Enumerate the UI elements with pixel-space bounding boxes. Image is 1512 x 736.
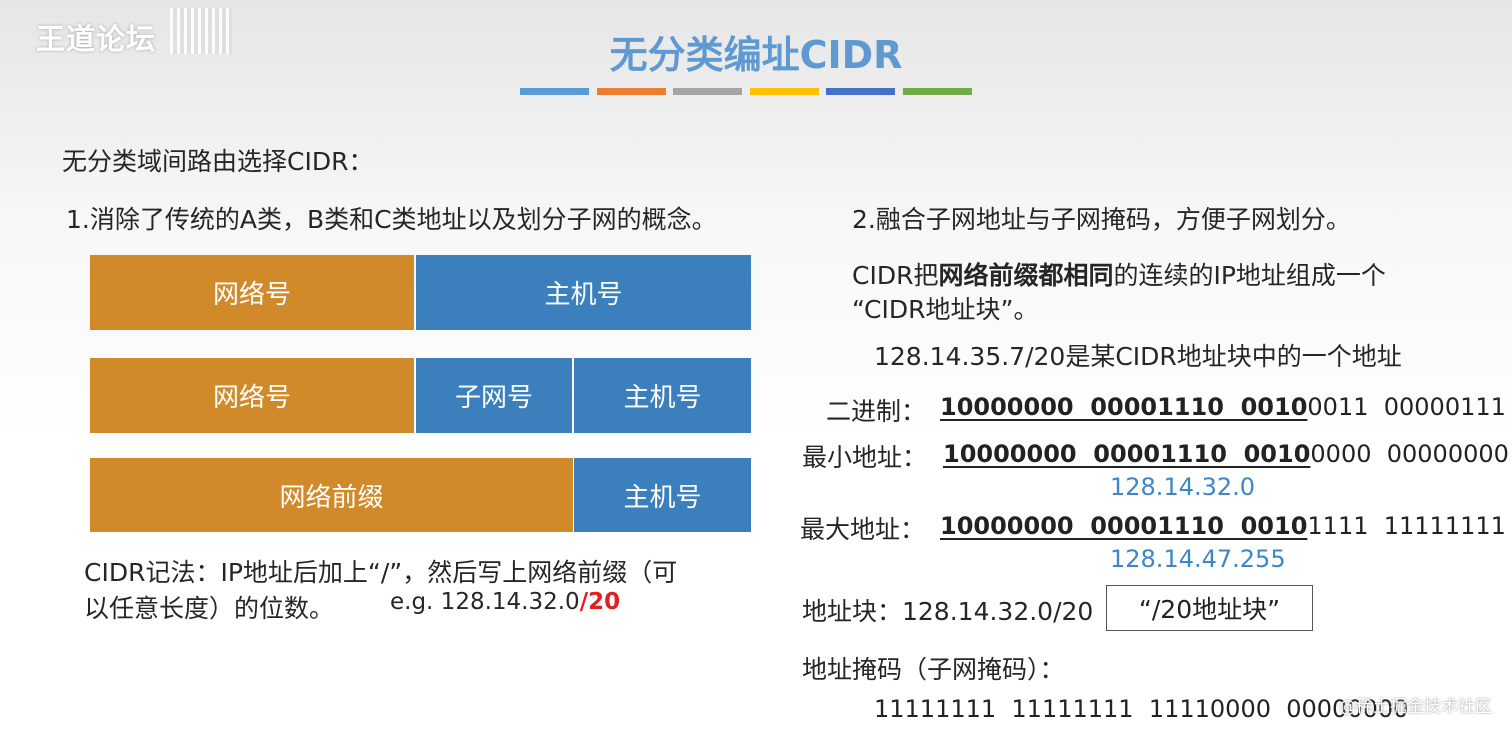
color-segment	[520, 88, 589, 95]
min-address-dotted: 128.14.32.0	[1110, 473, 1256, 501]
example-address: e.g. 128.14.32.0	[390, 589, 580, 615]
slide-title: 无分类编址CIDR	[609, 33, 903, 77]
block-label: 子网号	[454, 383, 533, 413]
host-number-block: 主机号	[574, 358, 751, 433]
network-number-block: 网络号	[90, 255, 414, 330]
example-address-line: 128.14.35.7/20是某CIDR地址块中的一个地址	[874, 342, 1402, 371]
color-segment	[902, 88, 972, 95]
max-address-binary: 10000000 00001110 00101111 11111111	[940, 512, 1506, 540]
mask-label: 地址掩码（子网掩码）：	[802, 655, 1065, 684]
cidr-description: CIDR把网络前缀都相同的连续的IP地址组成一个	[852, 256, 1386, 292]
block-label: 主机号	[623, 383, 702, 413]
network-number-block: 网络号	[90, 358, 414, 433]
min-address-label: 最小地址：	[802, 443, 928, 472]
desc-part: 的连续的IP地址组成一个	[1113, 261, 1386, 290]
min-prefix-bits: 10000000 00001110 0010	[943, 440, 1311, 468]
desc-part: CIDR把	[852, 261, 939, 290]
max-address-label: 最大地址：	[800, 515, 926, 544]
max-address-dotted: 128.14.47.255	[1110, 545, 1286, 573]
mask-value: 11111111 11111111 11110000 00000000	[874, 695, 1409, 723]
subnet-number-block: 子网号	[416, 358, 572, 433]
min-host-bits: 0000 00000000	[1310, 440, 1509, 468]
address-block-label: 地址块：128.14.32.0/20	[802, 597, 1094, 626]
block-label: 网络号	[212, 280, 291, 310]
intro-text: 无分类域间路由选择CIDR：	[62, 147, 374, 176]
block-label: 网络前缀	[279, 482, 384, 513]
color-segment	[596, 88, 666, 95]
site-watermark: @稀土掘金技术社区	[1339, 697, 1492, 717]
point-2: 2.融合子网地址与子网掩码，方便子网划分。	[852, 205, 1351, 234]
binary-host-bits: 0011 00000111	[1307, 393, 1506, 421]
color-segment	[749, 88, 819, 95]
block-label: 网络号	[212, 383, 291, 413]
max-host-bits: 1111 11111111	[1307, 512, 1506, 540]
address-block-callout: “/20地址块”	[1106, 585, 1313, 631]
color-segment	[673, 88, 743, 95]
callout-text: “/20地址块”	[1138, 595, 1281, 624]
binary-prefix-bits: 10000000 00001110 0010	[940, 393, 1308, 421]
host-number-block: 主机号	[416, 255, 751, 330]
point-1: 1.消除了传统的A类，B类和C类地址以及划分子网的概念。	[66, 205, 717, 234]
block-label: 主机号	[544, 280, 623, 310]
block-label: 主机号	[623, 482, 702, 513]
binary-label: 二进制：	[826, 397, 927, 426]
network-prefix-block: 网络前缀	[90, 458, 573, 532]
notation-line-2: 以任意长度）的位数。	[84, 594, 335, 623]
max-prefix-bits: 10000000 00001110 0010	[940, 512, 1308, 540]
cidr-block-term: “CIDR地址块”。	[852, 295, 1039, 324]
notation-example: e.g. 128.14.32.0/20	[390, 589, 620, 615]
color-segment	[826, 88, 896, 95]
example-prefix-length: /20	[579, 589, 621, 615]
watermark-stripes	[170, 8, 232, 54]
desc-emphasis: 网络前缀都相同	[938, 261, 1114, 290]
binary-value: 10000000 00001110 00100011 00000111	[940, 393, 1506, 421]
forum-watermark-logo: 王道论坛	[36, 22, 157, 56]
min-address-binary: 10000000 00001110 00100000 00000000	[943, 440, 1509, 468]
title-color-bar	[520, 88, 972, 95]
notation-line-1: CIDR记法：IP地址后加上“/”，然后写上网络前缀（可	[84, 558, 678, 587]
host-number-block: 主机号	[574, 458, 751, 532]
